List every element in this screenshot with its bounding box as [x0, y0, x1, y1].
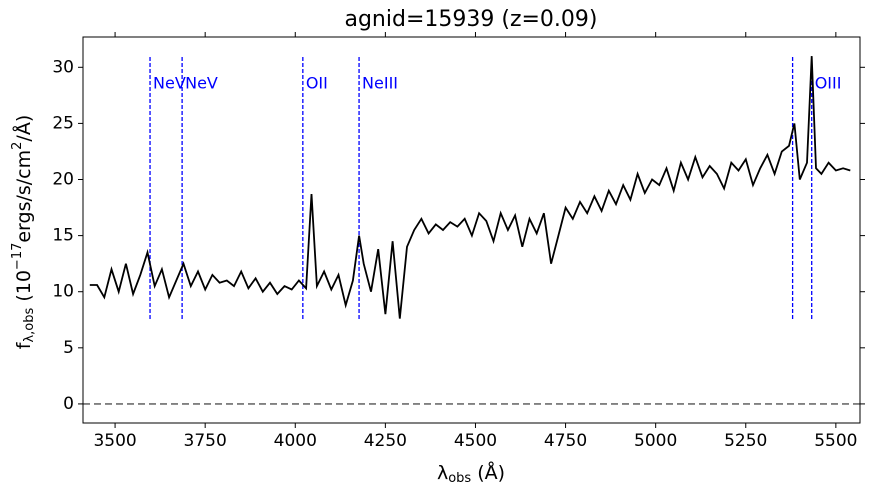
x-tick-label: 4000	[274, 431, 317, 451]
x-label-sub: obs	[448, 471, 471, 486]
emission-label: OII	[306, 74, 328, 93]
y-tick-label: 15	[52, 226, 74, 246]
x-label-rest: (Å)	[471, 461, 505, 484]
y-label-main: f	[13, 341, 35, 349]
y-tick-label: 10	[52, 282, 74, 302]
x-axis-label: λobs (Å)	[437, 461, 505, 486]
y-tick-label: 5	[63, 338, 74, 358]
y-label-sup: 2	[10, 142, 25, 150]
chart-title: agnid=15939 (z=0.09)	[344, 7, 597, 32]
y-label-rest: (10	[13, 270, 35, 308]
x-tick-label: 5000	[634, 431, 677, 451]
spectrum-line	[89, 56, 851, 319]
y-label-mid: ergs/s/cm	[13, 150, 35, 243]
emission-label: NeV	[153, 74, 186, 93]
emission-label: NeV	[185, 74, 218, 93]
y-label-end: /Å)	[12, 115, 35, 142]
y-tick-label: 30	[52, 57, 74, 77]
x-tick-label: 4250	[364, 431, 407, 451]
x-tick-label: 3500	[93, 431, 136, 451]
y-label-sub: λ,obs	[22, 308, 37, 343]
emission-label: OIII	[815, 74, 842, 93]
x-tick-label: 3750	[184, 431, 227, 451]
y-tick-label: 20	[52, 170, 74, 190]
y-label-sup: −17	[10, 243, 25, 270]
x-tick-label: 5500	[814, 431, 857, 451]
plot-frame	[82, 36, 861, 424]
y-tick-label: 0	[63, 394, 74, 414]
y-axis-label: fλ,obs (10−17ergs/s/cm2/Å)	[10, 115, 37, 349]
x-tick-label: 4750	[544, 431, 587, 451]
emission-label: NeIII	[362, 74, 398, 93]
x-label-main: λ	[437, 462, 448, 484]
x-tick-label: 4500	[454, 431, 497, 451]
x-tick-label: 5250	[724, 431, 767, 451]
y-tick-label: 25	[52, 113, 74, 133]
